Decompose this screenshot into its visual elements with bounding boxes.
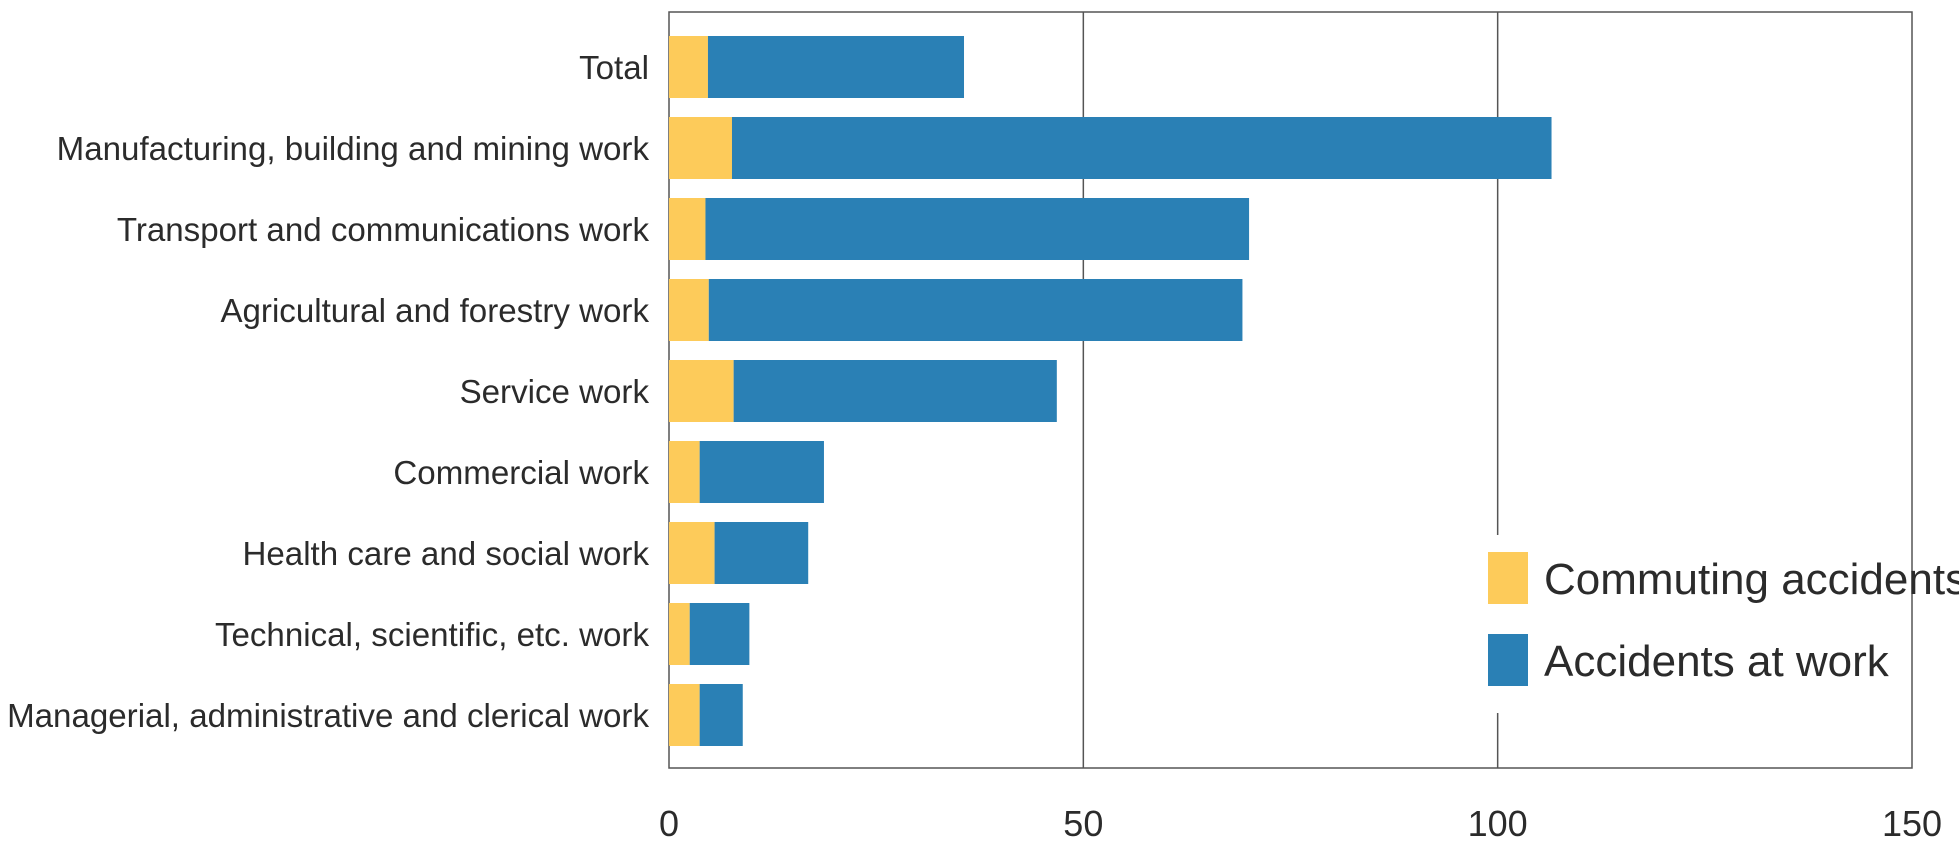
bar-work-7 — [690, 603, 750, 665]
category-label: Agricultural and forestry work — [220, 293, 649, 330]
category-label: Total — [579, 50, 649, 87]
bar-commuting-3 — [669, 279, 709, 341]
bar-commuting-0 — [669, 36, 708, 98]
category-label: Service work — [460, 374, 650, 411]
bar-work-5 — [700, 441, 824, 503]
category-label: Commercial work — [393, 455, 649, 492]
bars — [669, 36, 1552, 746]
category-labels: Total Manufacturing, building and mining … — [7, 50, 649, 735]
bar-commuting-8 — [669, 684, 700, 746]
bar-work-0 — [708, 36, 964, 98]
bar-commuting-5 — [669, 441, 700, 503]
bar-commuting-1 — [669, 117, 732, 179]
x-tick-label: 150 — [1882, 803, 1942, 843]
bar-work-8 — [700, 684, 743, 746]
legend: Commuting accidents Accidents at work — [1474, 535, 1959, 713]
bar-work-4 — [734, 360, 1057, 422]
x-tick-label: 100 — [1468, 803, 1528, 843]
legend-swatch-work — [1488, 634, 1528, 686]
x-axis-ticks: 0 50 100 150 — [659, 803, 1942, 843]
legend-swatch-commuting — [1488, 552, 1528, 604]
bar-work-6 — [715, 522, 809, 584]
x-tick-label: 0 — [659, 803, 679, 843]
legend-label-work: Accidents at work — [1544, 637, 1890, 686]
legend-label-commuting: Commuting accidents — [1544, 555, 1959, 604]
bar-work-1 — [732, 117, 1552, 179]
bar-commuting-6 — [669, 522, 715, 584]
category-label: Transport and communications work — [117, 212, 650, 249]
bar-work-3 — [709, 279, 1243, 341]
x-tick-label: 50 — [1063, 803, 1103, 843]
bar-work-2 — [705, 198, 1249, 260]
category-label: Managerial, administrative and clerical … — [7, 698, 649, 735]
bar-commuting-2 — [669, 198, 705, 260]
bar-commuting-4 — [669, 360, 734, 422]
category-label: Health care and social work — [242, 536, 649, 573]
category-label: Technical, scientific, etc. work — [215, 617, 650, 654]
bar-commuting-7 — [669, 603, 690, 665]
category-label: Manufacturing, building and mining work — [57, 131, 650, 168]
